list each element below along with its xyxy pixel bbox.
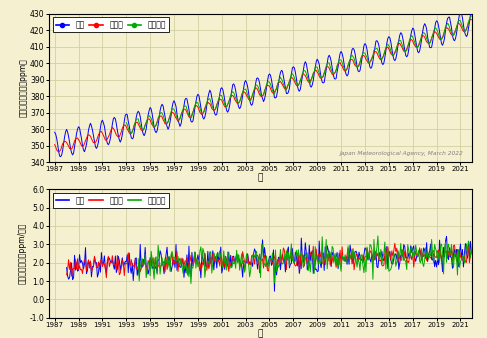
綿里 [67,140,73,144]
与那国島 [238,259,244,263]
与那国島 [395,248,401,252]
綿里 [192,106,198,110]
Y-axis label: 濃度年増加量（ppm/年）: 濃度年増加量（ppm/年） [18,223,27,284]
Line: 与那国島: 与那国島 [138,236,471,284]
綿里 [238,264,244,268]
与那国島 [238,97,244,101]
南鳥島 [258,259,263,263]
与那国島 [468,14,474,18]
Line: 与那国島: 与那国島 [126,16,471,133]
南鳥島 [238,262,244,266]
Line: 綿里: 綿里 [67,236,471,291]
南鳥島 [66,258,72,262]
綿里 [191,260,197,264]
与那国島 [395,41,401,45]
綿里 [468,8,474,12]
南鳥島 [395,260,401,264]
綿里 [258,258,263,262]
与那国島 [450,33,456,38]
Legend: 綿里, 南鳥島, 与那国島: 綿里, 南鳥島, 与那国島 [53,17,169,32]
南鳥島 [192,104,198,108]
Text: Japan Meteorological Agency, March 2022: Japan Meteorological Agency, March 2022 [340,151,464,156]
綿里 [58,154,64,159]
綿里 [451,39,457,43]
与那国島 [468,248,474,252]
南鳥島 [259,95,264,99]
南鳥島 [239,94,244,98]
Y-axis label: 二酸化炭素濃度（ppm）: 二酸化炭素濃度（ppm） [18,58,27,117]
南鳥島 [52,143,57,147]
与那国島 [191,256,197,260]
南鳥島 [468,17,473,21]
綿里 [396,38,402,42]
綿里 [395,249,401,253]
南鳥島 [451,30,457,34]
南鳥島 [468,250,474,255]
南鳥島 [450,244,456,248]
Legend: 綿里, 南鳥島, 与那国島: 綿里, 南鳥島, 与那国島 [53,193,169,208]
綿里 [239,100,244,104]
与那国島 [258,275,263,280]
綿里 [450,252,456,257]
与那国島 [191,106,197,111]
南鳥島 [67,146,73,150]
Line: 南鳥島: 南鳥島 [67,243,471,278]
綿里 [66,277,72,281]
南鳥島 [396,42,402,46]
綿里 [259,94,264,98]
南鳥島 [468,18,474,22]
綿里 [468,250,474,255]
Line: 南鳥島: 南鳥島 [55,19,471,152]
与那国島 [450,266,456,270]
綿里 [52,130,57,134]
与那国島 [258,93,263,97]
Line: 綿里: 綿里 [55,10,471,156]
X-axis label: 年: 年 [258,174,263,183]
南鳥島 [56,150,61,154]
X-axis label: 年: 年 [258,329,263,338]
南鳥島 [191,261,197,265]
